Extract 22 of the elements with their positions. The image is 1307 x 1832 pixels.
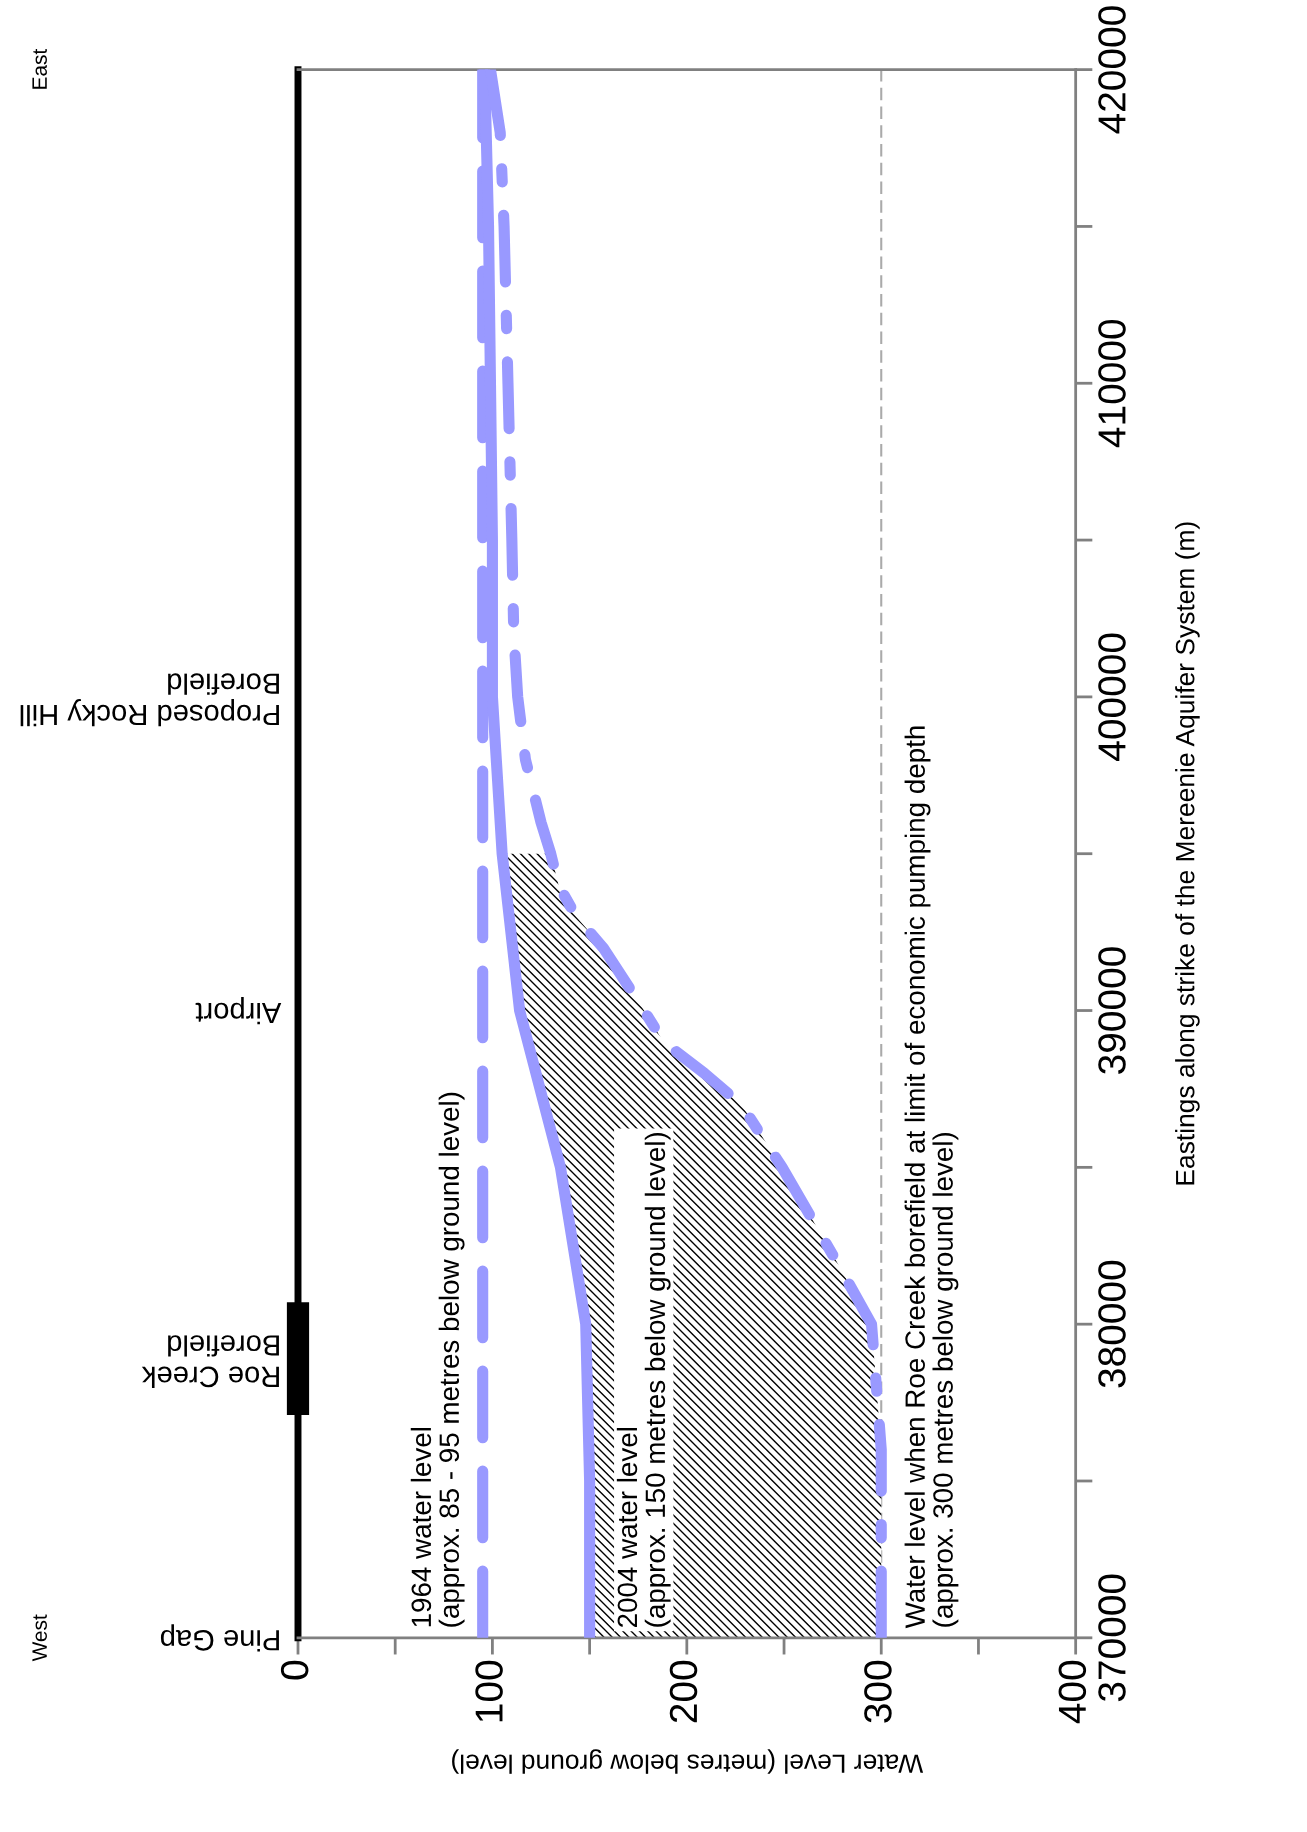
text: West <box>32 1614 47 1662</box>
x-axis-title: Water Level (metres below ground level) <box>452 1749 924 1774</box>
x-tick-label: 200 <box>669 1660 698 1723</box>
text: Pine Gap <box>160 1624 279 1652</box>
y-tick-label: 380000 <box>1098 1260 1126 1388</box>
y-tick-label: 400000 <box>1098 633 1126 761</box>
x-tick-label: 300 <box>864 1660 892 1723</box>
y-axis-title: Eastings along strike of the Mereenie Aquifer System (m) <box>1175 522 1200 1185</box>
text: Airport <box>195 996 282 1025</box>
x-tick-label: 400 <box>1058 1660 1087 1724</box>
x-tick-label: 0 <box>280 1660 309 1680</box>
y-tick-label: 420000 <box>1098 6 1126 134</box>
annotation: 1964 water level (approx. 85 - 95 metres below ground level) <box>410 1092 465 1627</box>
annotation: Water level when Roe Creek borefield at limit of economic pumping depth (approx. 300 metres below ground level) <box>904 726 959 1629</box>
text: Proposed Rocky Hill Borefield <box>20 673 279 727</box>
text: Roe Creek Borefield <box>141 1335 279 1388</box>
y-tick-label: 370000 <box>1098 1574 1126 1702</box>
y-tick-label: 390000 <box>1098 947 1126 1074</box>
y-tick-label: 410000 <box>1098 319 1126 448</box>
annotation: 2004 water level (approx. 150 metres below ground level) <box>616 1132 671 1627</box>
x-tick-label: 100 <box>475 1660 503 1722</box>
text: East <box>32 48 47 89</box>
